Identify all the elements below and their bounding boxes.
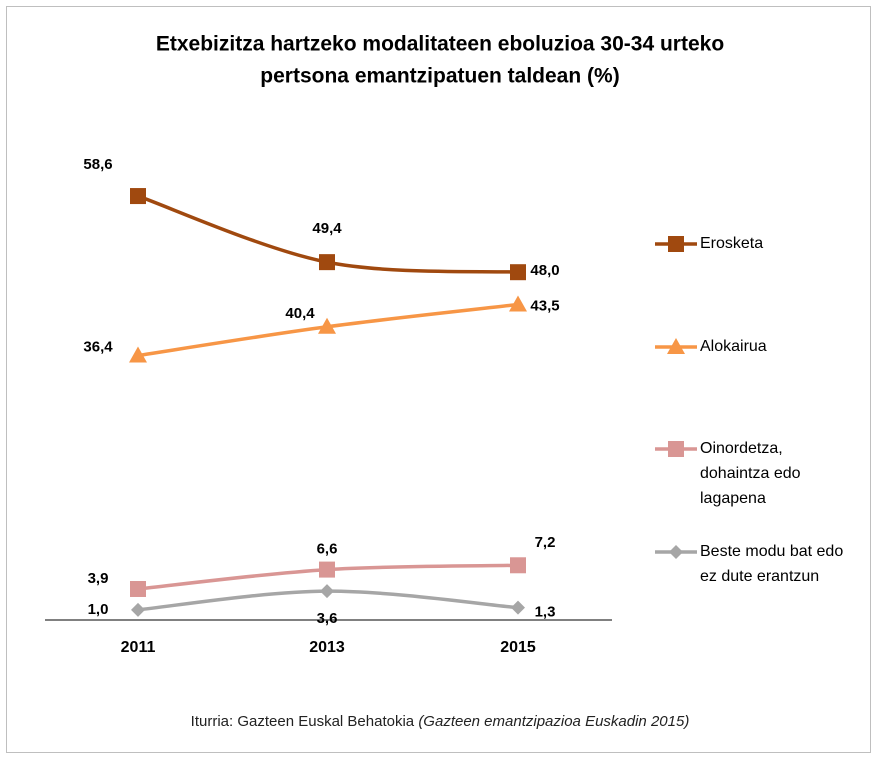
legend-label: Beste modu bat edo ez dute erantzun xyxy=(700,543,844,585)
source-text: (Gazteen emantzipazioa Euskadin 2015) xyxy=(418,713,689,730)
data-label: 6,6 xyxy=(317,541,338,558)
legend-label: Oinordetza, dohaintza edo lagapena xyxy=(700,440,801,507)
data-point xyxy=(129,346,147,363)
data-point xyxy=(130,580,146,597)
legend-marker xyxy=(668,441,684,457)
x-tick-label: 2011 xyxy=(121,639,156,656)
chart-title: pertsona emantzipatuen taldean (%) xyxy=(260,65,619,88)
data-point xyxy=(510,264,526,281)
source-text: Iturria: Gazteen Euskal Behatokia xyxy=(191,713,415,730)
data-point xyxy=(509,295,527,312)
data-label: 3,6 xyxy=(317,610,338,627)
data-label: 58,6 xyxy=(83,156,112,173)
legend-marker xyxy=(667,338,685,354)
data-label: 48,0 xyxy=(530,262,559,279)
data-label: 49,4 xyxy=(312,220,342,237)
data-label: 43,5 xyxy=(530,297,559,314)
data-point xyxy=(320,584,334,599)
x-tick-label: 2013 xyxy=(309,639,345,656)
chart-border xyxy=(6,6,871,753)
data-point xyxy=(510,557,526,574)
legend-marker xyxy=(668,236,684,252)
legend-label: Alokairua xyxy=(700,338,767,355)
data-point xyxy=(130,188,146,205)
data-label: 1,0 xyxy=(88,601,109,618)
data-point xyxy=(131,602,145,617)
data-point xyxy=(319,254,335,271)
x-tick-label: 2015 xyxy=(500,639,536,656)
data-label: 7,2 xyxy=(535,534,556,551)
data-point xyxy=(318,317,336,334)
source-note: Iturria: Gazteen Euskal Behatokia (Gazte… xyxy=(191,713,690,730)
data-point xyxy=(511,600,525,615)
data-label: 3,9 xyxy=(88,570,109,587)
legend-label: Erosketa xyxy=(700,235,764,252)
data-point xyxy=(319,561,335,578)
data-label: 40,4 xyxy=(285,305,315,322)
data-label: 36,4 xyxy=(83,338,113,355)
data-label: 1,3 xyxy=(535,604,556,621)
chart-title: Etxebizitza hartzeko modalitateen eboluz… xyxy=(156,33,724,56)
legend-marker xyxy=(669,545,683,559)
